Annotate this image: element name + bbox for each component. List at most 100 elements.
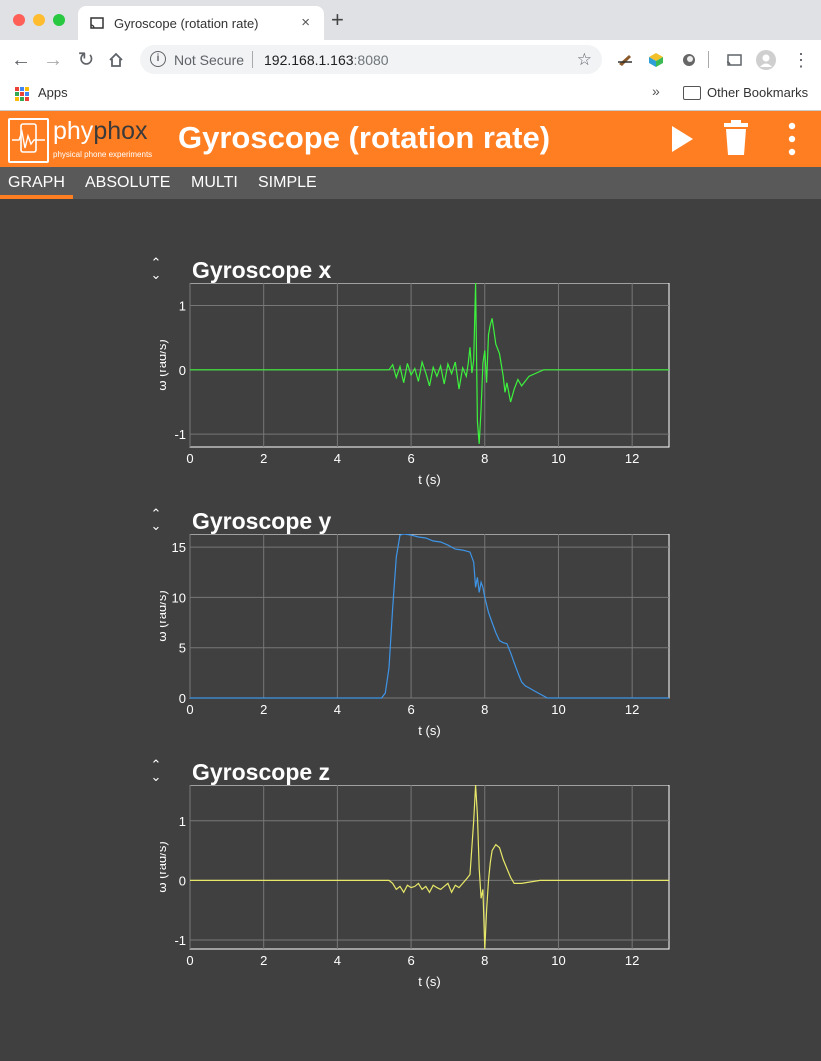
back-icon[interactable]: ← (11, 49, 31, 71)
y-tick-label: -1 (174, 933, 186, 948)
x-tick-label: 10 (551, 451, 565, 466)
bookmarks-bar: Apps » Other Bookmarks (0, 79, 821, 111)
y-tick-label: 5 (179, 641, 186, 656)
extension-circle-icon[interactable] (681, 52, 697, 68)
plot-frame (189, 283, 670, 448)
app-header: phyphox physical phone experiments Gyros… (0, 111, 821, 167)
address-bar[interactable]: i Not Secure 192.168.1.163:8080 ☆ (140, 45, 602, 74)
x-tick-label: 8 (481, 702, 488, 717)
bookmark-star-icon[interactable]: ☆ (576, 50, 592, 69)
folder-icon (683, 86, 701, 100)
profile-avatar-icon[interactable] (756, 50, 776, 70)
x-tick-label: 4 (334, 702, 341, 717)
phyphox-app: phyphox physical phone experiments Gyros… (0, 111, 821, 1061)
logo-subtitle: physical phone experiments (53, 150, 153, 159)
x-tick-label: 2 (260, 953, 267, 968)
y-tick-label: -1 (174, 427, 186, 442)
x-tick-label: 4 (334, 953, 341, 968)
extension-pen-icon[interactable] (617, 52, 633, 68)
minimize-window-icon[interactable] (33, 14, 45, 26)
browser-toolbar: ← → ↻ i Not Secure 192.168.1.163:8080 ☆ … (0, 40, 821, 79)
plot-frame (189, 534, 670, 699)
play-icon[interactable] (662, 111, 702, 167)
trash-icon[interactable] (716, 111, 756, 167)
y-axis-label: ω (rad/s) (160, 841, 169, 892)
url-text: 192.168.1.163:8080 (264, 52, 389, 68)
info-icon[interactable]: i (150, 51, 166, 67)
y-tick-label: 1 (179, 299, 186, 314)
new-tab-icon[interactable]: + (331, 7, 344, 32)
browser-tab-bar: Gyroscope (rotation rate) × + (0, 0, 821, 40)
active-tab-indicator (0, 195, 73, 199)
phyphox-logo-icon (8, 118, 49, 163)
other-bookmarks-link[interactable]: Other Bookmarks (707, 85, 809, 100)
x-tick-label: 10 (551, 953, 565, 968)
browser-tab[interactable]: Gyroscope (rotation rate) × (78, 6, 324, 40)
reload-icon[interactable]: ↻ (77, 49, 95, 71)
collapse-toggle-icon[interactable]: ⌃ ⌄ (150, 255, 162, 282)
toolbar-divider (708, 51, 709, 68)
x-tick-label: 0 (186, 702, 193, 717)
cast-icon[interactable] (726, 52, 742, 68)
logo-phy: phy (53, 117, 94, 145)
x-tick-label: 10 (551, 702, 565, 717)
x-tick-label: 6 (407, 702, 414, 717)
logo-phox: phox (93, 117, 148, 145)
collapse-toggle-icon[interactable]: ⌃ ⌄ (150, 757, 162, 784)
tab-graph[interactable]: GRAPH (8, 174, 65, 191)
x-tick-label: 12 (625, 702, 639, 717)
apps-link[interactable]: Apps (38, 85, 68, 100)
experiment-title: Gyroscope (rotation rate) (178, 120, 551, 155)
security-status: Not Secure (174, 52, 245, 68)
x-tick-label: 6 (407, 953, 414, 968)
y-tick-label: 0 (179, 363, 186, 378)
graph-title: Gyroscope x (192, 257, 332, 283)
close-window-icon[interactable] (13, 14, 25, 26)
collapse-toggle-icon[interactable]: ⌃ ⌄ (150, 506, 162, 533)
bookmarks-overflow-icon[interactable]: » (652, 83, 660, 99)
home-icon[interactable] (107, 51, 125, 69)
y-tick-label: 1 (179, 814, 186, 829)
extension-cube-icon[interactable] (648, 52, 664, 68)
y-axis-label: ω (rad/s) (160, 590, 169, 641)
data-series-line (190, 283, 669, 444)
y-axis-label: ω (rad/s) (160, 339, 169, 390)
x-axis-label: t (s) (418, 472, 440, 487)
apps-grid-icon[interactable] (15, 87, 29, 101)
tab-multi[interactable]: MULTI (191, 174, 238, 191)
y-tick-label: 0 (179, 691, 186, 706)
phone-wave-icon (12, 123, 45, 153)
gyroscope-y-chart: 0 2 4 6 8 10 12 0 5 10 15 t (s) ω (rad/s) (160, 534, 670, 738)
y-tick-label: 10 (172, 590, 186, 605)
x-tick-label: 2 (260, 451, 267, 466)
phyphox-wordmark: phyphox (53, 117, 148, 146)
tab-simple[interactable]: SIMPLE (258, 174, 317, 191)
cast-icon (90, 17, 104, 29)
view-tabs: GRAPH ABSOLUTE MULTI SIMPLE (0, 167, 821, 199)
data-series-line (190, 785, 669, 950)
more-vert-icon[interactable] (772, 111, 812, 167)
graph-title: Gyroscope z (192, 759, 331, 785)
x-axis-label: t (s) (418, 974, 440, 989)
graph-gyroscope-y: ⌃⌄ Gyroscope y 0 2 4 6 8 10 12 0 5 10 15 t (s) ω (ra… (0, 506, 821, 759)
url-port: :8080 (353, 52, 389, 68)
y-tick-label: 15 (172, 540, 186, 555)
data-series-line (190, 534, 669, 699)
maximize-window-icon[interactable] (53, 14, 65, 26)
x-tick-label: 8 (481, 953, 488, 968)
tab-absolute[interactable]: ABSOLUTE (85, 174, 171, 191)
forward-icon[interactable]: → (43, 49, 63, 71)
x-tick-label: 6 (407, 451, 414, 466)
x-tick-label: 8 (481, 451, 488, 466)
x-tick-label: 0 (186, 953, 193, 968)
graph-title: Gyroscope y (192, 508, 332, 534)
x-tick-label: 2 (260, 702, 267, 717)
plot-frame (189, 785, 670, 950)
close-tab-icon[interactable]: × (301, 14, 310, 31)
tab-title: Gyroscope (rotation rate) (114, 16, 259, 31)
menu-kebab-icon[interactable]: ⋮ (792, 50, 810, 70)
